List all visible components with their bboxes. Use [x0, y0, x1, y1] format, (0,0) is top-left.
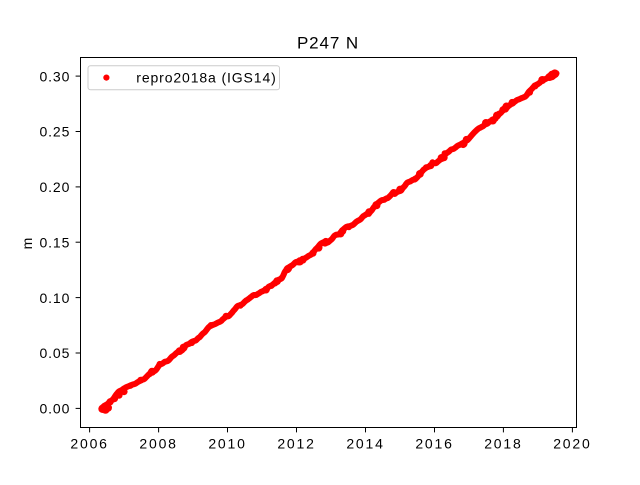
svg-text:2008: 2008	[139, 435, 177, 451]
svg-text:0.20: 0.20	[39, 179, 70, 195]
svg-text:2016: 2016	[415, 435, 453, 451]
svg-text:repro2018a (IGS14): repro2018a (IGS14)	[136, 69, 276, 85]
svg-text:2018: 2018	[484, 435, 522, 451]
svg-text:0.25: 0.25	[39, 124, 70, 140]
svg-text:0.10: 0.10	[39, 290, 70, 306]
svg-text:0.00: 0.00	[39, 401, 70, 417]
svg-text:2012: 2012	[277, 435, 315, 451]
svg-text:P247 N: P247 N	[297, 34, 359, 53]
svg-text:2006: 2006	[70, 435, 108, 451]
svg-text:0.30: 0.30	[39, 68, 70, 84]
svg-text:m: m	[19, 238, 35, 250]
svg-text:2020: 2020	[553, 435, 591, 451]
svg-text:2014: 2014	[346, 435, 384, 451]
svg-text:2010: 2010	[208, 435, 246, 451]
svg-text:0.05: 0.05	[39, 345, 70, 361]
svg-text:0.15: 0.15	[39, 234, 70, 250]
